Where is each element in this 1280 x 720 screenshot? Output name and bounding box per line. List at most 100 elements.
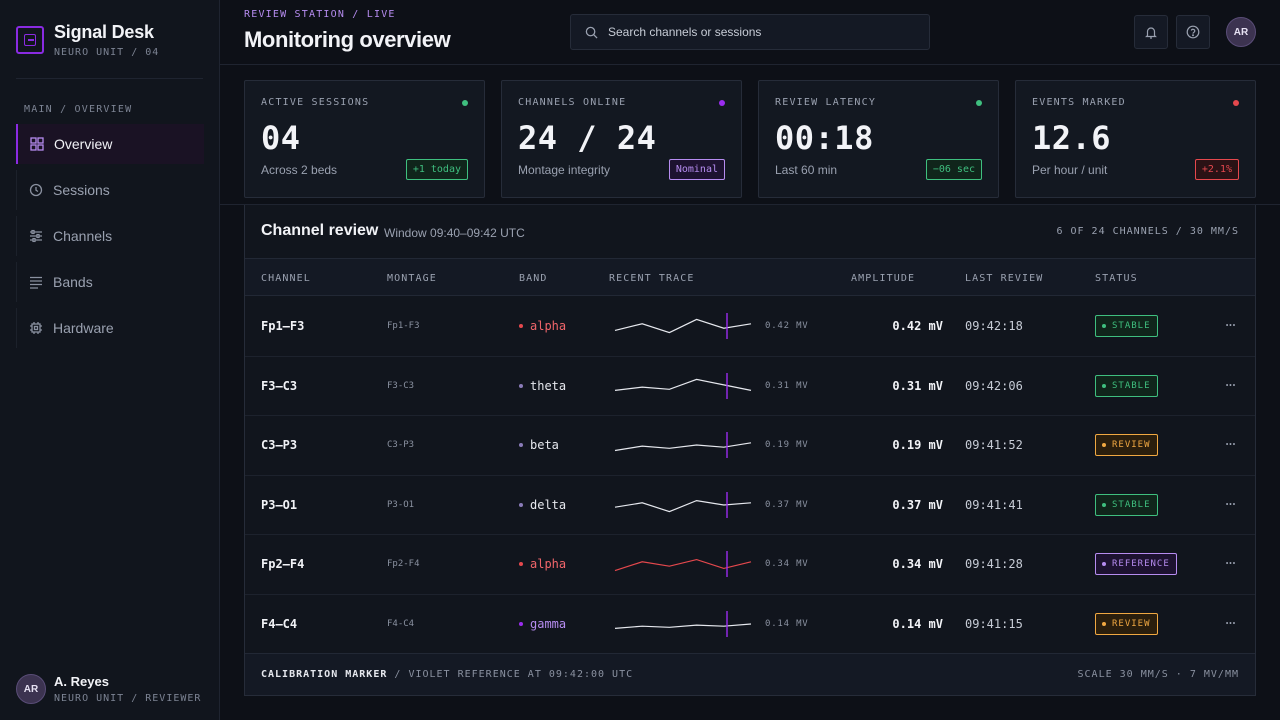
status-dot: [1102, 562, 1106, 567]
list-icon: [30, 276, 42, 289]
status-label: STABLE: [1112, 380, 1151, 391]
stat-subtext: Montage integrity: [518, 163, 611, 177]
sidebar: Signal Desk NEURO UNIT / 04 MAIN / OVERV…: [0, 0, 220, 720]
help-icon: [1186, 25, 1200, 39]
row-more-button[interactable]: •••: [1225, 620, 1237, 628]
table-row[interactable]: Fp2–F4 Fp2-F4 alpha 0.34 MV 0.34 mV 09:41:28 R…: [245, 535, 1255, 595]
user-role: NEURO UNIT / REVIEWER: [54, 693, 202, 704]
status-dot: [1102, 621, 1106, 626]
stat-subtext: Last 60 min: [775, 163, 838, 177]
trace-line: [614, 319, 752, 334]
status-dot: [1233, 100, 1239, 106]
table-row[interactable]: P3–O1 P3-O1 delta 0.37 MV 0.37 mV 09:41:41 STA…: [245, 476, 1255, 535]
page-title: Monitoring overview: [244, 27, 451, 52]
stat-badge: +2.1%: [1194, 159, 1239, 180]
stat-value: 00:18: [775, 119, 874, 157]
status-label: REVIEW: [1112, 440, 1151, 451]
stat-label: REVIEW LATENCY: [775, 97, 877, 108]
recent-trace: [614, 491, 752, 518]
sidebar-divider: [16, 78, 203, 79]
band-label: alpha: [519, 319, 566, 333]
grid-icon: [30, 137, 44, 151]
sidebar-item-sessions[interactable]: Sessions: [16, 170, 204, 210]
status-label: STABLE: [1112, 321, 1151, 332]
brand-name: Signal Desk: [54, 22, 154, 42]
last-review-time: 09:41:41: [965, 497, 1023, 512]
brand[interactable]: Signal Desk NEURO UNIT / 04: [16, 22, 159, 58]
row-more-button[interactable]: •••: [1225, 322, 1237, 330]
band-name: delta: [530, 497, 567, 512]
recent-trace: [614, 313, 752, 340]
trace-line: [614, 559, 752, 572]
amplitude-value: 0.42 mV: [892, 319, 943, 334]
band-name: gamma: [530, 616, 567, 631]
amplitude-value: 0.37 mV: [892, 497, 943, 512]
content-divider: [220, 204, 1280, 205]
last-review-time: 09:41:28: [965, 557, 1023, 572]
recent-trace: [614, 610, 752, 637]
montage-label: Fp2-F4: [387, 559, 420, 570]
calibration-marker-note: CALIBRATION MARKER / VIOLET REFERENCE AT…: [261, 669, 633, 680]
header-divider: [220, 64, 1280, 65]
help-button[interactable]: [1176, 15, 1210, 49]
table-row[interactable]: C3–P3 C3-P3 beta 0.19 MV 0.19 mV 09:41:52 REVI…: [245, 416, 1255, 476]
stat-subtext: Per hour / unit: [1032, 163, 1108, 177]
trace-line: [614, 623, 752, 629]
montage-label: P3-O1: [387, 499, 415, 510]
avatar: AR: [16, 674, 46, 704]
band-label: delta: [519, 498, 566, 512]
band-label: beta: [519, 438, 559, 452]
row-more-button[interactable]: •••: [1225, 441, 1237, 449]
band-name: alpha: [530, 319, 567, 334]
review-window: Window 09:40–09:42 UTC: [384, 226, 525, 240]
channel-name: C3–P3: [261, 438, 298, 453]
recent-trace: [614, 551, 752, 578]
stat-badge: −06 sec: [925, 159, 982, 180]
stat-card-events-marked: EVENTS MARKED 12.6 Per hour / unit +2.1%: [1015, 80, 1256, 198]
sidebar-item-channels[interactable]: Channels: [16, 216, 204, 256]
channel-review-panel: Channel review Window 09:40–09:42 UTC 6 …: [244, 205, 1256, 696]
column-header-status: STATUS: [1095, 273, 1138, 284]
amplitude-value: 0.14 mV: [892, 616, 943, 631]
table-row[interactable]: Fp1–F3 Fp1-F3 alpha 0.42 MV 0.42 mV 09:42:18 S…: [245, 297, 1255, 357]
status-badge: REVIEW: [1095, 434, 1158, 457]
trace-value: 0.34 MV: [765, 559, 809, 570]
band-dot: [519, 383, 523, 388]
band-dot: [519, 562, 523, 567]
column-header-montage: MONTAGE: [387, 273, 437, 284]
montage-label: Fp1-F3: [387, 321, 420, 332]
status-dot: [1102, 383, 1106, 388]
panel-title: Channel review: [261, 222, 379, 239]
montage-label: F3-C3: [387, 380, 415, 391]
column-header-trace: RECENT TRACE: [609, 273, 695, 284]
sidebar-item-hardware[interactable]: Hardware: [16, 308, 204, 348]
header-avatar[interactable]: AR: [1226, 17, 1256, 47]
row-more-button[interactable]: •••: [1225, 501, 1237, 509]
trace-value: 0.14 MV: [765, 618, 809, 629]
panel-footer: CALIBRATION MARKER / VIOLET REFERENCE AT…: [245, 653, 1255, 695]
amplitude-value: 0.34 mV: [892, 557, 943, 572]
band-dot: [519, 443, 523, 448]
table-row[interactable]: F3–C3 F3-C3 theta 0.31 MV 0.31 mV 09:42:06 STA…: [245, 357, 1255, 416]
row-more-button[interactable]: •••: [1225, 560, 1237, 568]
table-header: CHANNEL MONTAGE BAND RECENT TRACE AMPLIT…: [245, 258, 1255, 296]
user-profile[interactable]: AR A. Reyes NEURO UNIT / REVIEWER: [16, 674, 201, 704]
sidebar-item-overview[interactable]: Overview: [16, 124, 204, 164]
table-row[interactable]: F4–C4 F4-C4 gamma 0.14 MV 0.14 mV 09:41:15 REV…: [245, 595, 1255, 654]
notifications-button[interactable]: [1134, 15, 1168, 49]
band-name: beta: [530, 438, 559, 453]
montage-label: F4-C4: [387, 618, 415, 629]
band-label: alpha: [519, 557, 566, 571]
trace-value: 0.42 MV: [765, 321, 809, 332]
row-more-button[interactable]: •••: [1225, 382, 1237, 390]
calibration-marker-label: CALIBRATION MARKER: [261, 669, 388, 680]
stat-subtext: Across 2 beds: [261, 163, 338, 177]
user-name: A. Reyes: [54, 674, 109, 689]
stat-card-active-sessions: ACTIVE SESSIONS 04 Across 2 beds +1 toda…: [244, 80, 485, 198]
search-input[interactable]: [608, 25, 908, 39]
last-review-time: 09:41:15: [965, 616, 1023, 631]
scale-readout: SCALE 30 MM/S · 7 MV/MM: [1077, 669, 1239, 680]
band-name: alpha: [530, 557, 567, 572]
status-dot: [1102, 324, 1106, 329]
sidebar-item-bands[interactable]: Bands: [16, 262, 204, 302]
